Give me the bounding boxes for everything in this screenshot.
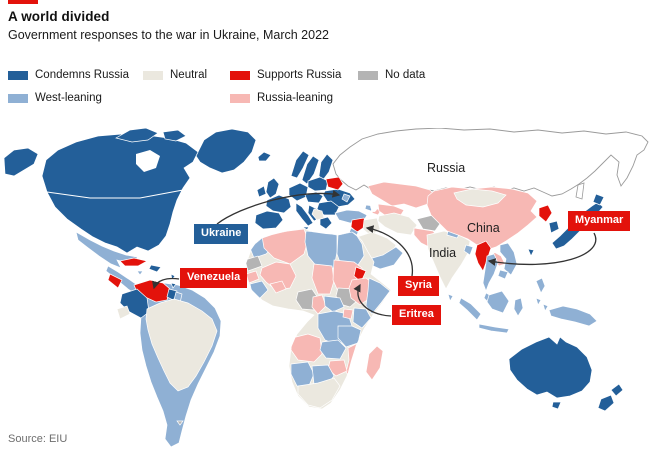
legend-swatch-no-data	[358, 70, 378, 80]
legend-label: No data	[385, 69, 426, 81]
world-map: Russia China India Ukraine Venezuela Syr…	[0, 128, 650, 458]
country-kenya	[352, 307, 372, 329]
legend-swatch-neutral	[143, 70, 163, 80]
callout-venezuela: Venezuela	[180, 268, 248, 289]
source-note: Source: EIU	[8, 433, 68, 445]
region-north-america	[3, 128, 257, 304]
region-europe	[254, 150, 356, 232]
region-africa	[245, 227, 392, 410]
leader-ukraine	[216, 189, 341, 225]
legend-item-supports-russia: Supports Russia	[230, 69, 341, 81]
legend-label: Supports Russia	[257, 69, 342, 81]
country-algeria	[261, 228, 309, 265]
chart-title: A world divided	[8, 9, 110, 24]
leader-myanmar	[487, 232, 597, 266]
label-china: China	[467, 221, 500, 235]
country-somalia	[365, 277, 391, 315]
country-south-africa	[297, 377, 341, 409]
country-ireland	[256, 185, 267, 198]
region-west-asia	[334, 181, 474, 302]
region-balkans-neutral	[311, 208, 325, 221]
callout-eritrea: Eritrea	[392, 305, 441, 326]
label-india: India	[429, 246, 457, 260]
callout-ukraine: Ukraine	[194, 224, 249, 245]
country-moldova	[341, 193, 351, 203]
country-angola	[290, 333, 323, 363]
country-myanmar	[474, 240, 492, 272]
country-cuba	[119, 257, 148, 267]
country-ecuador	[116, 305, 131, 320]
callout-syria: Syria	[398, 276, 439, 297]
island-falkland	[176, 420, 184, 426]
country-nicaragua	[107, 273, 123, 289]
country-iceland	[257, 151, 272, 162]
country-mongolia	[453, 188, 507, 208]
island-madagascar	[365, 345, 384, 381]
country-chad	[311, 263, 335, 295]
country-north-korea	[538, 204, 553, 223]
country-colombia	[119, 288, 150, 319]
legend-label: Condemns Russia	[35, 69, 129, 81]
legend-item-no-data: No data	[358, 69, 425, 81]
country-belarus	[325, 176, 344, 191]
island-sri-lanka	[447, 293, 454, 302]
country-brazil	[145, 298, 218, 392]
chart-subtitle: Government responses to the war in Ukrai…	[8, 28, 329, 42]
region-western-sahara	[246, 255, 263, 272]
legend-label: West-leaning	[35, 92, 102, 104]
island-hispaniola	[148, 264, 162, 273]
legend-item-west-leaning: West-leaning	[8, 92, 102, 104]
legend-swatch-russia-leaning	[230, 93, 250, 103]
country-egypt	[336, 231, 365, 269]
country-australia	[508, 336, 593, 399]
country-new-zealand	[610, 383, 624, 397]
country-mali	[259, 261, 297, 291]
region-south-america	[116, 279, 222, 448]
country-philippines	[535, 277, 546, 294]
island-sakhalin	[575, 182, 585, 200]
island-taiwan	[527, 248, 535, 257]
country-iran	[377, 212, 418, 236]
legend-swatch-condemns	[8, 70, 28, 80]
legend-item-condemns-russia: Condemns Russia	[8, 69, 129, 81]
country-south-korea	[548, 220, 560, 234]
country-vietnam	[499, 242, 518, 276]
legend-swatch-supports	[230, 70, 250, 80]
island-new-guinea	[548, 305, 598, 327]
legend-item-neutral: Neutral	[143, 69, 207, 81]
island-trinidad	[170, 282, 177, 289]
brand-tick	[8, 0, 38, 4]
leader-venezuela	[152, 277, 180, 290]
legend-item-russia-leaning: Russia-leaning	[230, 92, 333, 104]
country-syria	[350, 217, 367, 233]
legend-swatch-west-leaning	[8, 93, 28, 103]
country-china	[426, 186, 538, 251]
region-iberia	[254, 210, 284, 230]
leader-eritrea	[353, 283, 392, 317]
legend-label: Neutral	[170, 69, 208, 81]
callout-myanmar: Myanmar	[568, 211, 631, 232]
callout-leader-lines	[152, 189, 597, 317]
country-italy	[295, 202, 314, 227]
legend-label: Russia-leaning	[257, 92, 334, 104]
island-jamaica	[136, 270, 144, 276]
country-uk	[265, 177, 280, 199]
country-greece	[319, 216, 333, 230]
country-france	[265, 194, 292, 214]
region-oceania	[508, 336, 624, 412]
country-mozambique	[345, 341, 367, 381]
label-russia: Russia	[427, 161, 466, 175]
world-map-svg	[3, 128, 649, 448]
leader-syria	[365, 225, 413, 277]
